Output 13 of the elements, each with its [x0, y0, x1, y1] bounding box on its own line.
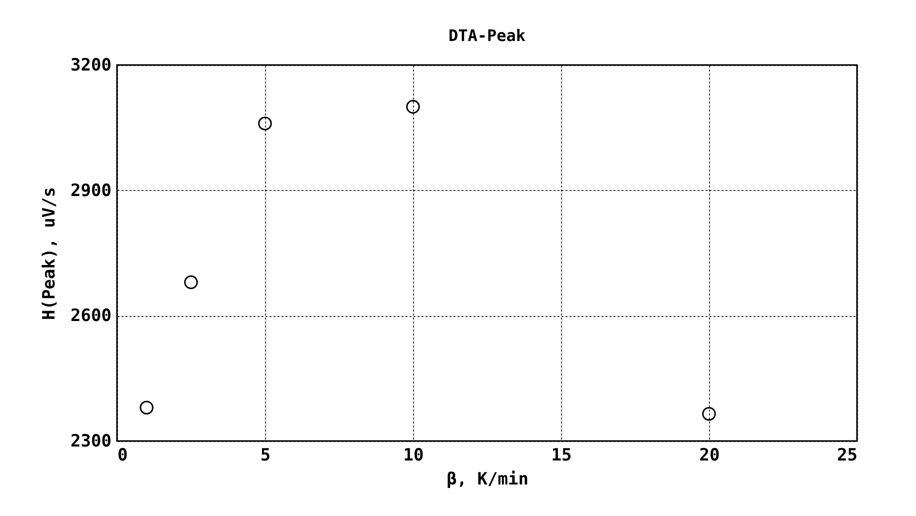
y-tick-label: 3200: [70, 56, 112, 76]
x-tick-label: 0: [118, 446, 128, 466]
x-tick-label: 10: [403, 446, 424, 466]
y-tick-label: 2600: [70, 306, 112, 326]
x-tick-label: 5: [260, 446, 271, 466]
x-tick-label: 15: [551, 446, 572, 466]
y-tick-label: 2900: [70, 180, 112, 201]
y-tick-label: 2300: [70, 432, 112, 452]
x-axis-title: β, K/min: [446, 470, 528, 490]
x-tick-label: 25: [837, 446, 858, 466]
x-tick-label: 20: [699, 446, 720, 466]
chart-title: DTA-Peak: [448, 26, 526, 45]
y-axis-title: H(Peak), uV/s: [40, 186, 60, 320]
